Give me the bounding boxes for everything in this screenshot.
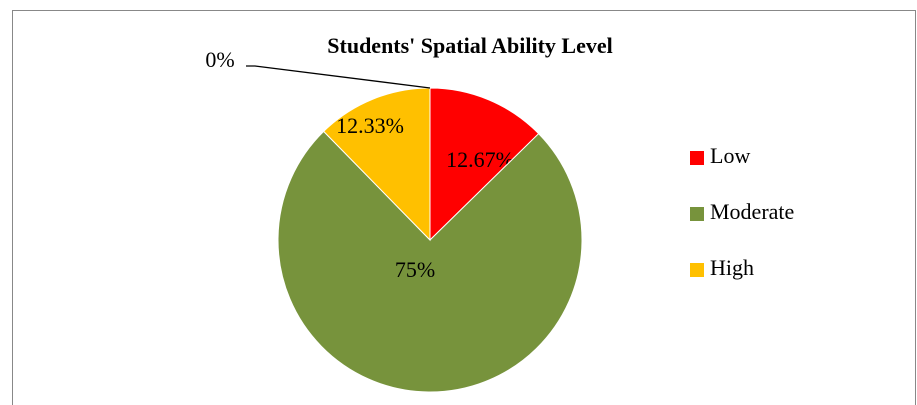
data-label: 12.67% [446,147,514,172]
data-label: 0% [205,47,234,72]
legend-swatch [690,151,704,165]
legend-swatch [690,207,704,221]
chart-title: Students' Spatial Ability Level [327,33,612,58]
legend-label: High [710,255,754,280]
data-label: 12.33% [336,113,404,138]
pie-slice [429,87,540,242]
data-label: 75% [395,257,435,282]
legend-label: Moderate [710,199,794,224]
pie-slice [322,87,431,242]
pie-slice [277,130,583,393]
legend-label: Low [710,143,750,168]
legend-swatch [690,263,704,277]
leader-line [246,65,431,89]
